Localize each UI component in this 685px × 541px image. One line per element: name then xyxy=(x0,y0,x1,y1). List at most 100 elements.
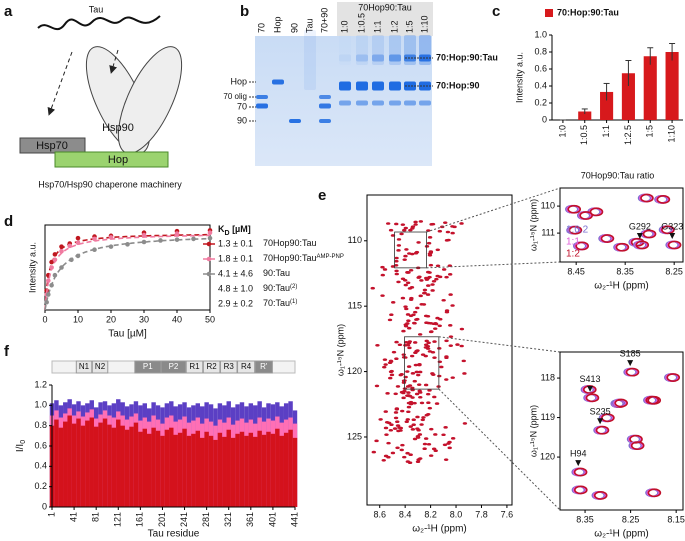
gel-band xyxy=(319,103,331,109)
peak xyxy=(416,241,421,244)
peak xyxy=(666,373,681,382)
peak xyxy=(389,369,394,373)
peak xyxy=(426,341,431,345)
peak xyxy=(389,313,394,317)
peak xyxy=(403,226,408,230)
peak xyxy=(400,223,406,226)
plot-frame xyxy=(559,351,684,511)
panel-label: d xyxy=(4,213,13,230)
domain xyxy=(237,360,256,374)
peak xyxy=(403,278,408,282)
peak xyxy=(441,433,446,437)
lane-label: 1:1 xyxy=(372,20,382,33)
peak xyxy=(400,296,406,300)
peak xyxy=(394,340,399,344)
x-tick-label: 8.25 xyxy=(622,514,640,524)
gel-band xyxy=(404,35,416,65)
x-tick-label: 81 xyxy=(91,512,101,522)
residue-bar xyxy=(160,435,165,507)
peak xyxy=(459,222,464,225)
tau-label: Tau xyxy=(89,4,104,14)
peak xyxy=(420,353,426,356)
legend-name: 90:Tau xyxy=(263,268,290,278)
x-tick-label: 30 xyxy=(139,314,149,324)
lane-label: 70+90 xyxy=(319,8,329,33)
peak xyxy=(399,372,404,376)
pointer xyxy=(575,460,582,467)
peak xyxy=(424,245,430,248)
peak xyxy=(408,314,414,318)
legend-label: 1:1 xyxy=(566,237,580,248)
hsp70-box xyxy=(19,137,86,154)
peak xyxy=(388,428,394,432)
peak xyxy=(380,294,385,297)
residue-bar xyxy=(217,432,223,507)
y-tick-label: 120 xyxy=(347,366,362,376)
peak xyxy=(415,427,420,430)
gel-header: 70Hop90:Tau xyxy=(358,2,412,12)
peak xyxy=(426,413,431,416)
peak xyxy=(647,488,662,498)
residue-bar xyxy=(133,422,139,507)
peak xyxy=(431,373,436,376)
plot-frame xyxy=(559,187,684,263)
hop-label: Hop xyxy=(108,154,128,166)
zoom-connector xyxy=(426,187,561,233)
peak xyxy=(426,229,431,232)
x-tick-label: 321 xyxy=(223,512,233,527)
lane-label: 70 xyxy=(256,23,266,33)
data-point xyxy=(59,244,64,249)
x-axis-label: Tau [µM] xyxy=(108,329,147,340)
peak xyxy=(425,347,431,350)
peak xyxy=(450,376,455,379)
peak xyxy=(402,455,407,459)
peak xyxy=(433,433,438,436)
peak xyxy=(374,384,380,388)
peak xyxy=(416,373,421,377)
peak xyxy=(402,228,407,232)
peak xyxy=(452,225,457,229)
domain xyxy=(75,360,93,374)
gel-right-label: 70:Hop:90 xyxy=(436,80,480,90)
peak xyxy=(406,365,412,368)
peak xyxy=(437,324,442,328)
peak xyxy=(386,421,392,425)
peak xyxy=(394,272,399,276)
peak xyxy=(412,401,417,405)
peak xyxy=(405,271,410,274)
arrow xyxy=(47,51,73,116)
domain xyxy=(202,360,221,374)
peak xyxy=(404,248,409,251)
x-tick-label: 8.15 xyxy=(667,514,685,524)
peak xyxy=(593,491,608,500)
residue-bar xyxy=(102,418,108,507)
peaks xyxy=(370,220,468,464)
gel-band xyxy=(356,35,368,65)
residue-bar xyxy=(186,435,192,507)
peak xyxy=(390,451,396,455)
data-point xyxy=(191,236,196,242)
peak xyxy=(437,374,442,378)
legend-label: 1:2 xyxy=(566,249,580,260)
peak xyxy=(382,365,387,369)
peak xyxy=(416,458,421,461)
peak xyxy=(395,420,400,424)
data-point xyxy=(59,265,64,270)
peak xyxy=(406,405,412,409)
peak xyxy=(403,283,408,287)
residue-bar xyxy=(257,430,262,507)
bar xyxy=(643,56,657,120)
residue-bar xyxy=(253,436,258,507)
zoom-box xyxy=(394,231,427,269)
peak xyxy=(447,264,453,267)
legend-title-unit: [µM] xyxy=(230,224,251,234)
residue-bar xyxy=(239,431,245,507)
domain-label: N2 xyxy=(95,362,106,371)
peak xyxy=(437,360,443,364)
arrow xyxy=(109,49,119,74)
data-point xyxy=(141,232,147,238)
lane-label: 1:2 xyxy=(389,20,399,33)
residue-bar xyxy=(111,427,117,507)
gel-band xyxy=(419,35,431,65)
y-axis-label: ω₁-¹⁵N (ppm) xyxy=(528,405,538,457)
